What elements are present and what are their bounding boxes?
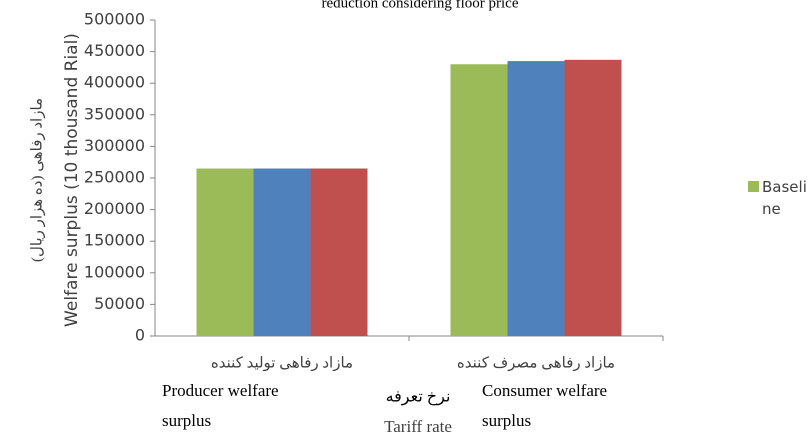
legend-swatch [748, 181, 759, 192]
y-tick-label: 150000 [84, 231, 145, 250]
x-tick-label-en: Producer welfare [162, 381, 279, 400]
y-axis-title: مازاد رفاهی (ده هزار ریال) [29, 98, 45, 262]
x-axis-title: نرخ تعرفه [386, 389, 451, 406]
y-tick-label: 50000 [94, 294, 145, 313]
bar [196, 168, 254, 336]
x-tick-label: مازاد رفاهی تولید کننده [211, 355, 353, 371]
y-tick-label: 500000 [84, 10, 145, 29]
legend: Baseline [748, 176, 810, 220]
y-tick-label: 450000 [84, 41, 145, 60]
y-tick-label: 100000 [84, 262, 145, 281]
x-tick-label-en: Consumer welfare [482, 381, 607, 400]
bar [310, 168, 368, 336]
y-tick-label: 0 [135, 326, 145, 345]
x-tick-label: مازاد رفاهی مصرف کننده [457, 355, 615, 371]
bar [253, 168, 311, 336]
y-tick-label: 350000 [84, 104, 145, 123]
bar [564, 59, 622, 336]
y-tick-label: 250000 [84, 168, 145, 187]
bar [450, 64, 508, 337]
x-tick-label-en: surplus [162, 411, 211, 430]
chart-title: reduction considering floor price [321, 0, 518, 11]
x-tick-label-en: surplus [482, 411, 531, 430]
y-tick-label: 200000 [84, 199, 145, 218]
bar [507, 61, 565, 337]
y-tick-label: 300000 [84, 136, 145, 155]
legend-label: Baseline [762, 178, 807, 218]
y-axis-title-en: Welfare surplus (10 thousand Rial) [62, 33, 82, 327]
y-tick-label: 400000 [84, 73, 145, 92]
x-axis-title-en: Tariff rate [384, 417, 452, 436]
